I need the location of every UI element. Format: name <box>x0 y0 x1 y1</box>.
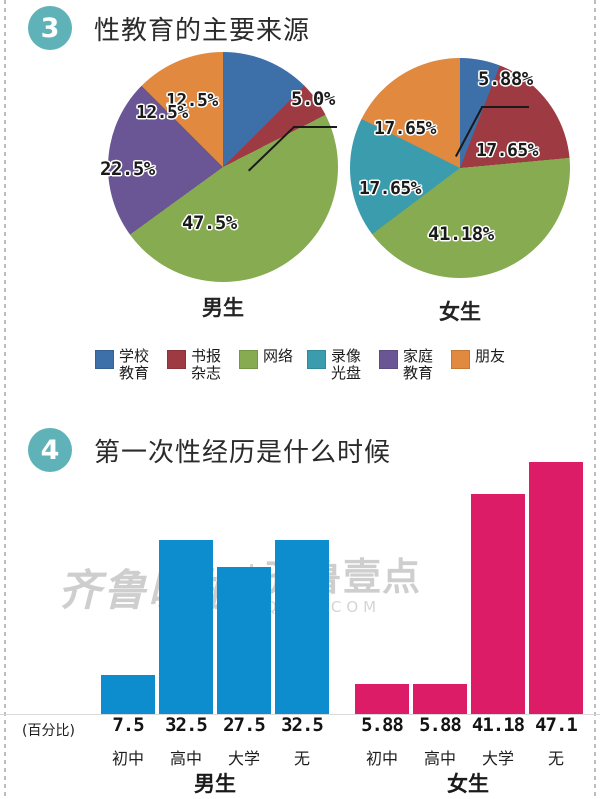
bar-male-junior[interactable] <box>101 675 155 715</box>
value-male-senior: 32.5 <box>165 714 208 736</box>
pie-female-label-friend: 17.65% <box>374 118 437 139</box>
section-number-3: 3 <box>40 12 60 44</box>
legend-label-family: 家庭教育 <box>403 347 434 382</box>
bar-female-senior[interactable] <box>413 684 467 715</box>
bar-chart-baseline <box>0 714 600 715</box>
bar-female-junior[interactable] <box>355 684 409 715</box>
category-male-university: 大学 <box>227 749 260 768</box>
value-male-university: 27.5 <box>223 714 266 736</box>
pie-female-caption: 女生 <box>439 300 481 324</box>
category-male-junior: 初中 <box>111 749 144 768</box>
section-title-4: 第一次性经历是什么时候 <box>94 437 392 468</box>
pie-female-slices <box>350 58 570 278</box>
legend-item-family[interactable]: 家庭教育 <box>379 348 437 382</box>
bar-female-none[interactable] <box>529 462 583 715</box>
value-male-junior: 7.5 <box>112 714 144 736</box>
page-edge-left <box>4 0 6 799</box>
value-female-junior: 5.88 <box>361 714 404 736</box>
pie-female-label-internet: 41.18% <box>428 223 494 245</box>
legend-swatch-magazine-icon <box>167 350 186 369</box>
bar-chart <box>0 462 600 715</box>
legend-item-internet[interactable]: 网络 <box>239 348 293 369</box>
bar-unit-label: (百分比) <box>22 723 75 739</box>
pie-male-label-friend: 12.5% <box>136 102 188 123</box>
pie-chart-male: 12.5% 5.0% 47.5% 22.5% 12.5% 男生 <box>100 52 338 320</box>
pie-male-label-family: 22.5% <box>100 158 155 180</box>
value-female-university: 41.18 <box>471 714 525 736</box>
pie-female-leader-underline <box>481 106 529 108</box>
bar-male-none[interactable] <box>275 540 329 715</box>
section-title-3: 性教育的主要来源 <box>94 15 311 46</box>
group-label-male: 男生 <box>194 772 236 796</box>
pie-male-label-school: 12.5% <box>166 90 218 111</box>
legend-label-magazine: 书报杂志 <box>191 347 222 382</box>
legend-label-friend: 朋友 <box>475 347 506 365</box>
legend-item-school[interactable]: 学校教育 <box>95 348 153 382</box>
category-female-senior: 高中 <box>423 749 456 768</box>
pie-male-leader-underline <box>293 126 337 128</box>
bar-female-university[interactable] <box>471 494 525 715</box>
pie-female-label-school: 5.88% <box>478 68 533 90</box>
page-edge-right <box>594 0 596 799</box>
legend-swatch-school-icon <box>95 350 114 369</box>
pie-female-label-magazine: 17.65% <box>476 140 539 161</box>
pie-chart-female: 5.88% 17.65% 41.18% 17.65% 17.65% 女生 <box>350 58 570 324</box>
pie-legend: 学校教育 书报杂志 网络 录像光盘 家庭教育 朋友 <box>95 348 519 382</box>
group-label-female: 女生 <box>447 772 489 796</box>
section-number-4: 4 <box>40 434 60 466</box>
bar-male-university[interactable] <box>217 567 271 715</box>
legend-label-internet: 网络 <box>263 347 294 365</box>
category-female-none: 无 <box>547 749 564 768</box>
category-female-university: 大学 <box>481 749 514 768</box>
value-female-senior: 5.88 <box>419 714 462 736</box>
legend-swatch-family-icon <box>379 350 399 369</box>
section-badge-3: 3 <box>28 6 72 50</box>
legend-swatch-friend-icon <box>451 350 471 369</box>
value-female-none: 47.1 <box>535 714 578 736</box>
pie-male-slices <box>108 52 338 282</box>
legend-label-video: 录像光盘 <box>331 347 362 382</box>
pie-male-label-magazine: 5.0% <box>291 88 335 110</box>
legend-item-video[interactable]: 录像光盘 <box>307 348 365 382</box>
bar-male-senior[interactable] <box>159 540 213 715</box>
legend-label-school: 学校教育 <box>119 347 150 382</box>
section-badge-4: 4 <box>28 428 72 472</box>
legend-swatch-internet-icon <box>239 350 258 369</box>
pie-male-caption: 男生 <box>202 296 244 320</box>
category-male-senior: 高中 <box>169 749 202 768</box>
legend-item-magazine[interactable]: 书报杂志 <box>167 348 225 382</box>
section-header-3: 3 性教育的主要来源 <box>28 6 310 50</box>
pie-female-label-video: 17.65% <box>359 178 422 199</box>
value-male-none: 32.5 <box>281 714 324 736</box>
legend-item-friend[interactable]: 朋友 <box>451 348 505 369</box>
category-female-junior: 初中 <box>365 749 398 768</box>
pie-male-label-internet: 47.5% <box>182 212 237 234</box>
category-male-none: 无 <box>293 749 310 768</box>
legend-swatch-video-icon <box>307 350 327 369</box>
section-header-4: 4 第一次性经历是什么时候 <box>28 428 391 472</box>
